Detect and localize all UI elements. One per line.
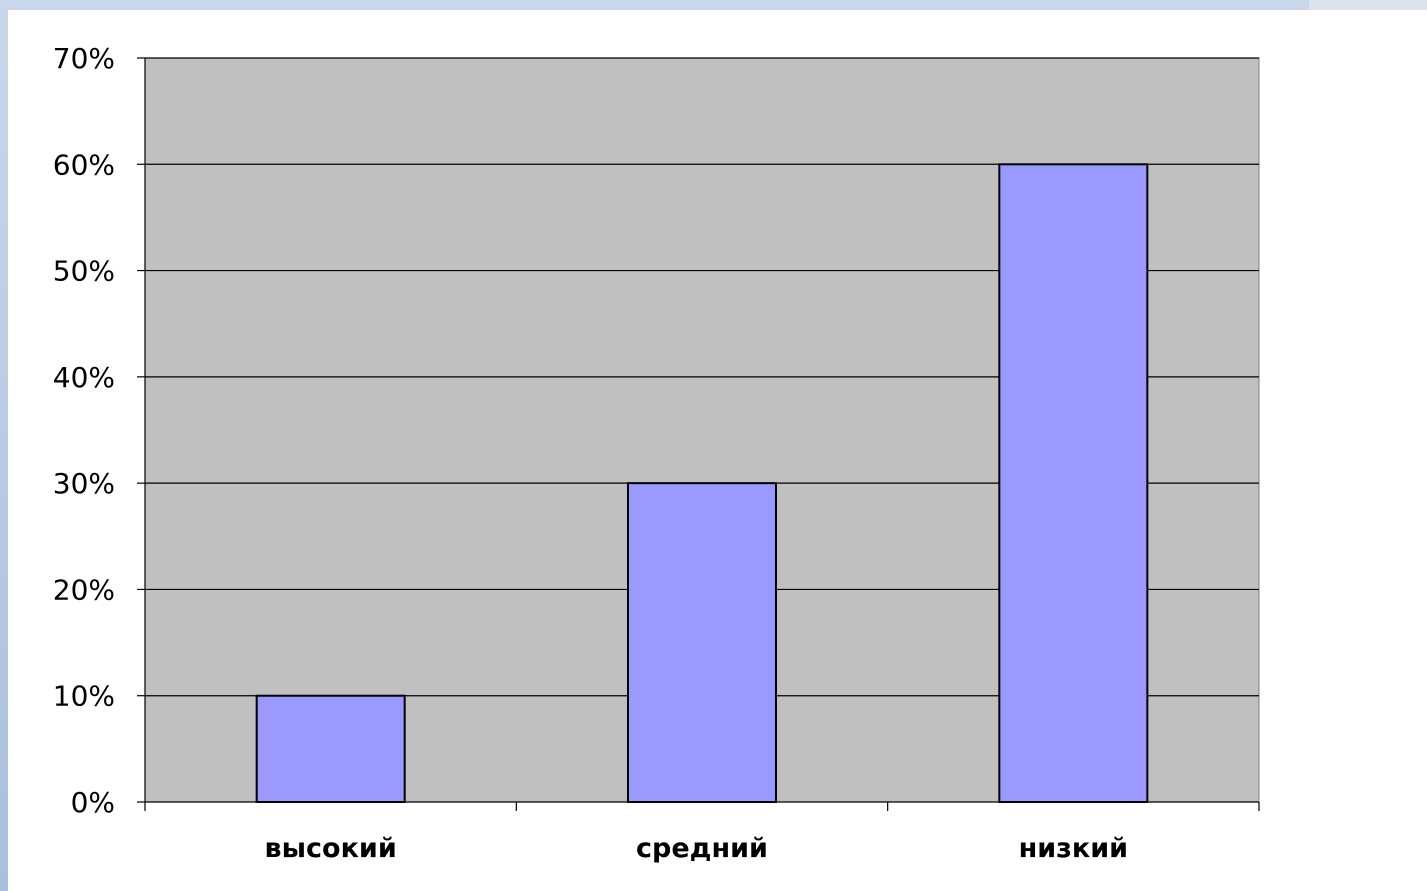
y-tick-label: 40% xyxy=(53,361,115,394)
y-tick-label: 30% xyxy=(53,467,115,500)
y-tick-label: 0% xyxy=(71,786,115,819)
bars xyxy=(255,163,1149,804)
bar-3 xyxy=(998,163,1149,804)
bar-1 xyxy=(255,694,406,804)
x-tick-label: высокий xyxy=(265,833,397,864)
axes xyxy=(137,57,1260,811)
window-edge xyxy=(1309,0,1427,10)
y-tick-label: 50% xyxy=(53,255,115,288)
y-tick-label: 10% xyxy=(53,680,115,713)
x-tick-labels: высокий средний низкий xyxy=(265,833,1128,864)
y-tick-label: 60% xyxy=(53,148,115,181)
y-tick-label: 20% xyxy=(53,573,115,606)
y-tick-label: 70% xyxy=(53,42,115,75)
bar-2 xyxy=(627,482,777,803)
y-tick-labels: 0% 10% 20% 30% 40% 50% 60% 70% xyxy=(53,42,115,819)
x-tick-label: средний xyxy=(636,833,768,864)
x-tick-label: низкий xyxy=(1019,833,1128,864)
